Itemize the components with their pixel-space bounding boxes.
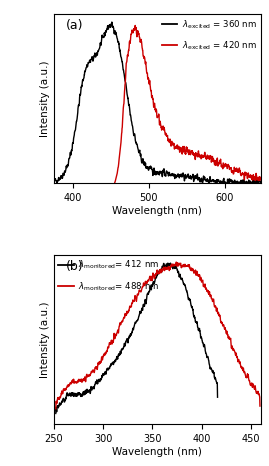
X-axis label: Wavelength (nm): Wavelength (nm) <box>112 446 202 457</box>
Text: (a): (a) <box>66 19 84 32</box>
Legend: $\lambda_{\rm excited}$ = 360 nm, $\lambda_{\rm excited}$ = 420 nm: $\lambda_{\rm excited}$ = 360 nm, $\lamb… <box>162 18 257 52</box>
X-axis label: Wavelength (nm): Wavelength (nm) <box>112 206 202 216</box>
Y-axis label: Intensity (a.u.): Intensity (a.u.) <box>40 301 50 377</box>
Y-axis label: Intensity (a.u.): Intensity (a.u.) <box>40 61 50 137</box>
Text: (b): (b) <box>66 260 84 273</box>
Legend: $\lambda_{\rm monitored}$= 412 nm, $\lambda_{\rm monitored}$= 488 nm: $\lambda_{\rm monitored}$= 412 nm, $\lam… <box>58 259 159 293</box>
